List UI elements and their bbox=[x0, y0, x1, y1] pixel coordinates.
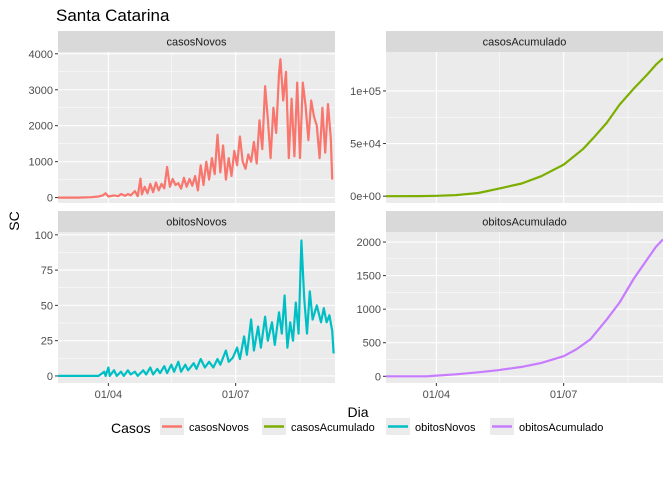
facet-strip bbox=[386, 31, 663, 52]
legend-title: Casos bbox=[111, 420, 151, 436]
legend: Casos casosNovos casosAcumulado obitosNovo… bbox=[111, 418, 603, 436]
legend-label: casosNovos bbox=[189, 422, 249, 434]
panel-background bbox=[386, 232, 663, 383]
y-axis-title: SC bbox=[6, 211, 22, 230]
y-tick-label: 2000 bbox=[29, 121, 53, 133]
facet-casosAcumulado: casosAcumulado 0e+00 5e+04 1e+05 bbox=[350, 31, 663, 203]
series-line-obitosAcumulado bbox=[386, 238, 663, 378]
x-tick-label: 01/07 bbox=[222, 389, 250, 401]
panel-background bbox=[386, 52, 663, 203]
x-tick-label: 01/07 bbox=[550, 389, 578, 401]
facet-obitosAcumulado: obitosAcumulado 0 500 1000 1500 2000 01/04 01/0… bbox=[357, 211, 663, 401]
facet-strip bbox=[58, 211, 335, 232]
grid-lines bbox=[386, 232, 663, 383]
y-tick-label: 2000 bbox=[357, 237, 381, 249]
y-tick-label: 1500 bbox=[357, 271, 381, 283]
grid-lines bbox=[58, 232, 335, 383]
facet-strip bbox=[58, 31, 335, 52]
series-line-casosAcumulado bbox=[386, 57, 663, 198]
y-tick-label: 1000 bbox=[29, 157, 53, 169]
facet-grid: casosNovos01000200030004000casosAcumulad… bbox=[29, 31, 663, 401]
y-tick-label: 50 bbox=[41, 300, 53, 312]
facet-strip-label: casosNovos bbox=[167, 37, 227, 49]
y-tick-label: 0e+00 bbox=[350, 191, 381, 203]
chart-title: Santa Catarina bbox=[56, 6, 170, 25]
legend-label: obitosNovos bbox=[415, 422, 476, 434]
y-tick-label: 1e+05 bbox=[350, 86, 381, 98]
facet-strip-label: obitosAcumulado bbox=[482, 217, 566, 229]
y-tick-label: 0 bbox=[375, 371, 381, 383]
facet-strip-label: casosAcumulado bbox=[483, 37, 567, 49]
y-tick-label: 4000 bbox=[29, 49, 53, 61]
y-tick-label: 5e+04 bbox=[350, 139, 381, 151]
legend-item-obitosAcumulado: obitosAcumulado bbox=[490, 418, 603, 435]
y-tick-label: 500 bbox=[363, 338, 381, 350]
x-tick-label: 01/04 bbox=[423, 389, 451, 401]
legend-item-obitosNovos: obitosNovos bbox=[386, 418, 476, 435]
x-axis-title: Dia bbox=[347, 404, 368, 420]
facet-strip bbox=[386, 211, 663, 232]
series-line-obitosNovos bbox=[58, 239, 335, 377]
facet-strip-label: obitosNovos bbox=[166, 217, 227, 229]
y-tick-label: 0 bbox=[47, 371, 53, 383]
legend-label: obitosAcumulado bbox=[519, 422, 603, 434]
panel-background bbox=[58, 232, 335, 383]
facet-obitosNovos: obitosNovos 0 25 50 75 100 01/04 01/07 bbox=[35, 211, 335, 401]
x-tick-label: 01/04 bbox=[95, 389, 123, 401]
y-tick-label: 100 bbox=[35, 230, 53, 242]
y-tick-label: 0 bbox=[47, 193, 53, 205]
y-tick-label: 1000 bbox=[357, 304, 381, 316]
facet-casosNovos: casosNovos 0 1000 2000 3000 4000 bbox=[29, 31, 335, 205]
legend-label: casosAcumulado bbox=[291, 422, 375, 434]
legend-item-casosNovos: casosNovos bbox=[160, 418, 249, 435]
y-tick-label: 75 bbox=[41, 265, 53, 277]
series-line-casosNovos bbox=[58, 58, 334, 199]
y-tick-label: 3000 bbox=[29, 85, 53, 97]
y-tick-label: 25 bbox=[41, 336, 53, 348]
legend-item-casosAcumulado: casosAcumulado bbox=[262, 418, 375, 435]
